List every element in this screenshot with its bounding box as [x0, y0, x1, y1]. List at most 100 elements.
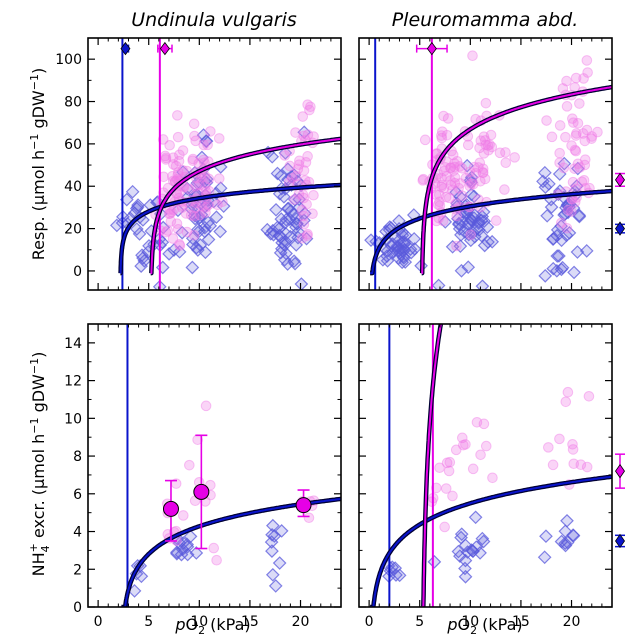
fit-curve-undinula	[369, 475, 612, 607]
scatter-point-undinula	[458, 225, 472, 239]
scatter-point-pleuromamma	[181, 226, 193, 238]
scatter-point-pleuromamma	[200, 400, 212, 412]
scatter-point-pleuromamma	[436, 132, 448, 144]
scatter-point-pleuromamma	[482, 140, 494, 151]
scatter-point-pleuromamma	[443, 192, 455, 204]
scatter-point-pleuromamma	[298, 192, 309, 204]
scatter-point-pleuromamma	[436, 179, 448, 191]
scatter-point-undinula	[171, 203, 185, 218]
scatter-point-undinula	[282, 212, 297, 227]
scatter-point-pleuromamma	[483, 144, 494, 156]
y-tick-label: 4	[73, 525, 82, 541]
scatter-point-pleuromamma	[432, 199, 444, 211]
scatter-point-pleuromamma	[185, 209, 197, 221]
scatter-point-undinula	[136, 251, 150, 265]
scatter-point-pleuromamma	[434, 200, 446, 211]
scatter-point-pleuromamma	[440, 191, 452, 203]
scatter-point-pleuromamma	[479, 173, 491, 185]
mean-point-pleuromamma	[193, 483, 210, 500]
scatter-point-pleuromamma	[579, 154, 591, 165]
scatter-point-undinula	[383, 564, 398, 578]
scatter-point-pleuromamma	[474, 142, 485, 154]
scatter-point-pleuromamma	[471, 417, 483, 428]
ref-point-undinula	[120, 41, 131, 56]
scatter-point-pleuromamma	[583, 391, 595, 402]
scatter-point-undinula	[540, 208, 554, 223]
scatter-point-pleuromamma	[174, 149, 185, 161]
scatter-point-pleuromamma	[208, 542, 220, 554]
scatter-point-undinula	[572, 209, 587, 224]
panel-bottom-right: 0 5 10 15 20	[358, 323, 625, 630]
scatter-point-pleuromamma	[562, 204, 574, 216]
scatter-point-undinula	[438, 215, 453, 229]
scatter-point-undinula	[184, 202, 199, 217]
scatter-point-pleuromamma	[592, 126, 603, 138]
scatter-point-undinula	[550, 223, 565, 237]
scatter-point-pleuromamma	[439, 521, 450, 533]
scatter-point-undinula	[272, 556, 287, 570]
scatter-point-pleuromamma	[188, 229, 200, 241]
scatter-point-undinula	[268, 579, 283, 593]
scatter-point-pleuromamma	[454, 161, 465, 172]
scatter-point-pleuromamma	[187, 155, 199, 166]
scatter-point-undinula	[452, 216, 466, 231]
scatter-point-pleuromamma	[447, 490, 458, 502]
scatter-point-pleuromamma	[554, 120, 566, 131]
scatter-point-pleuromamma	[509, 152, 520, 163]
scatter-point-pleuromamma	[586, 131, 598, 142]
scatter-point-pleuromamma	[449, 177, 461, 189]
scatter-point-pleuromamma	[567, 444, 579, 455]
scatter-point-pleuromamma	[449, 161, 460, 173]
scatter-point-pleuromamma	[199, 180, 211, 192]
scatter-point-pleuromamma	[541, 115, 552, 126]
scatter-point-pleuromamma	[467, 463, 479, 475]
scatter-point-pleuromamma	[440, 483, 452, 494]
side-point-pleuromamma	[615, 172, 625, 188]
scatter-point-pleuromamma	[168, 159, 179, 170]
scatter-point-undinula	[188, 211, 202, 226]
scatter-point-undinula	[183, 529, 198, 544]
scatter-point-undinula	[269, 202, 283, 217]
scatter-point-undinula	[461, 260, 476, 275]
scatter-point-pleuromamma	[290, 127, 301, 138]
scatter-point-undinula	[195, 150, 209, 165]
scatter-point-pleuromamma	[569, 144, 581, 156]
scatter-point-undinula	[278, 146, 293, 160]
scatter-point-pleuromamma	[464, 180, 476, 192]
scatter-point-pleuromamma	[436, 130, 447, 141]
scatter-point-pleuromamma	[173, 155, 185, 167]
scatter-point-undinula	[552, 167, 567, 181]
xlabel-right: pO2 (kPa)	[446, 615, 522, 637]
y-tick-label: 0	[73, 600, 82, 616]
title-undinula: Undinula vulgaris	[131, 9, 297, 31]
scatter-point-pleuromamma	[468, 178, 479, 190]
scatter-point-pleuromamma	[567, 176, 579, 188]
scatter-point-pleuromamma	[468, 161, 480, 173]
y-tick-label: 40	[64, 179, 82, 195]
scatter-point-pleuromamma	[170, 160, 182, 172]
scatter-point-pleuromamma	[547, 459, 559, 471]
scatter-point-pleuromamma	[158, 171, 169, 183]
scatter-point-pleuromamma	[297, 111, 309, 122]
scatter-point-pleuromamma	[578, 174, 590, 186]
scatter-point-pleuromamma	[303, 512, 315, 524]
ylabel-ammonium-excretion: NH4+ excr. (μmol h−1 gDW−1)	[27, 352, 52, 577]
y-tick-label: 6	[73, 487, 82, 503]
scatter-point-pleuromamma	[557, 83, 569, 94]
scatter-point-undinula	[560, 535, 575, 550]
scatter-point-pleuromamma	[478, 418, 490, 430]
scatter-point-pleuromamma	[445, 162, 456, 174]
scatter-point-undinula	[265, 149, 280, 164]
scatter-point-pleuromamma	[308, 189, 319, 201]
scatter-point-pleuromamma	[200, 202, 212, 213]
scatter-point-undinula	[539, 529, 553, 544]
x-tick-label: 0	[94, 614, 103, 630]
scatter-point-pleuromamma	[431, 482, 442, 494]
scatter-point-undinula	[263, 226, 278, 241]
scatter-point-pleuromamma	[437, 126, 448, 137]
scatter-point-pleuromamma	[162, 225, 174, 236]
scatter-point-undinula	[180, 181, 195, 196]
scatter-point-pleuromamma	[174, 186, 185, 197]
scatter-point-pleuromamma	[556, 217, 567, 229]
scatter-point-undinula	[175, 225, 190, 240]
